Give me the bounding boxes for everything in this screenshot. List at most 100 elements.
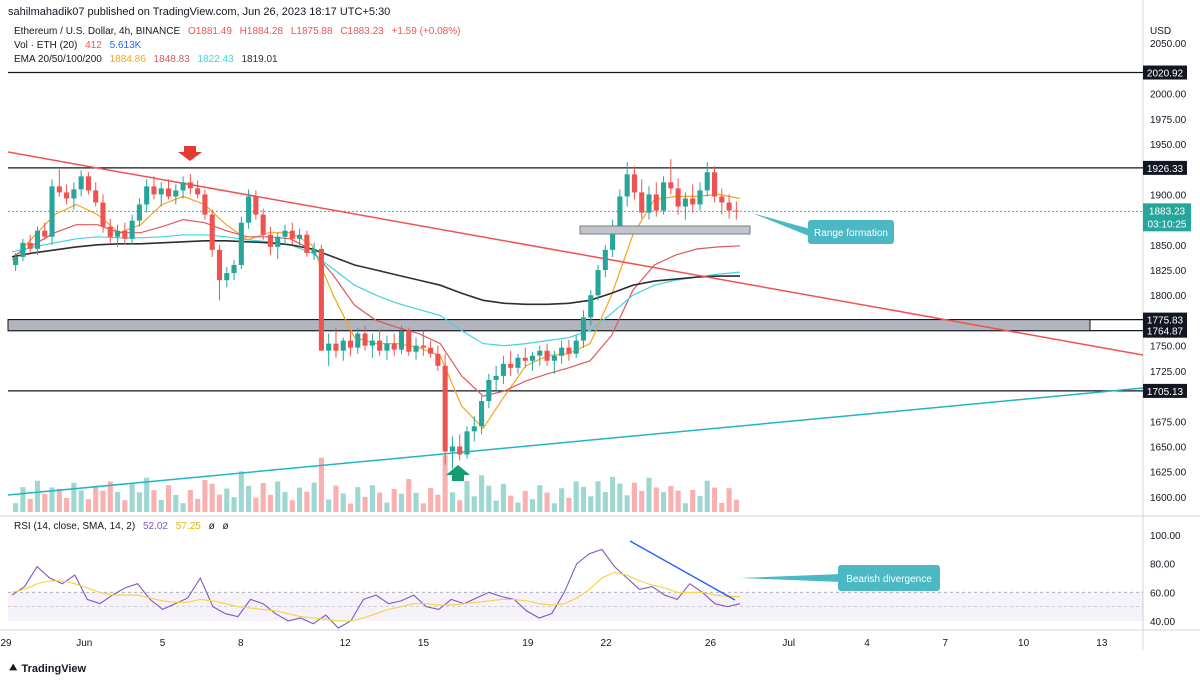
candle-body [100, 202, 106, 227]
candle-body [479, 401, 485, 427]
volume-bar [347, 503, 354, 512]
candle-body [173, 190, 179, 197]
volume-bar [27, 498, 33, 512]
candle-body [690, 198, 696, 205]
price-tick-label: 1675.00 [1150, 417, 1187, 428]
price-tick-label: 1800.00 [1150, 291, 1187, 302]
rsi-ma-value: 57.25 [175, 521, 201, 532]
publisher-header: sahilmahadik07 published on TradingView.… [8, 6, 391, 18]
candle-body [13, 256, 19, 265]
volume-bar [34, 480, 41, 512]
candle-body [34, 230, 41, 249]
volume-bar [238, 471, 244, 512]
volume-bar [282, 491, 288, 512]
volume-bar [297, 487, 303, 512]
candle-body [85, 176, 91, 191]
volume-bar [311, 482, 317, 512]
candle-body [384, 343, 390, 351]
time-tick-label: 26 [705, 638, 717, 649]
candle-body [377, 340, 383, 351]
volume-bar [377, 492, 383, 512]
candle-body [209, 214, 215, 250]
candle-body [297, 234, 303, 239]
tradingview-logo[interactable]: ⯅ TradingView [8, 660, 86, 676]
volume-bar [464, 480, 470, 512]
volume-bar [566, 497, 572, 512]
volume-bar [595, 481, 601, 512]
volume-bar [209, 483, 215, 512]
candle-body [289, 230, 295, 239]
candle-body [129, 220, 135, 239]
candle-body [340, 340, 346, 351]
volume-bar [639, 491, 645, 512]
volume-bar [617, 483, 623, 512]
candlesticks [13, 159, 739, 469]
candle-body [682, 198, 688, 207]
candle-body [653, 194, 659, 211]
level-label: 1764.87 [1147, 327, 1184, 338]
volume-bar [704, 480, 710, 512]
volume-bar [173, 494, 179, 512]
candle-body [500, 363, 506, 376]
volume-bar [471, 496, 477, 512]
price-tick-label: 1650.00 [1150, 442, 1187, 453]
volume-bar [631, 482, 637, 512]
volume-bar [136, 492, 142, 512]
range-box [579, 225, 751, 235]
volume-bar [726, 488, 732, 512]
candle-body [267, 234, 273, 247]
candle-body [144, 186, 150, 205]
candle-body [93, 190, 99, 203]
rsi-value: 52.02 [142, 521, 168, 532]
candle-body [260, 214, 266, 235]
candle-body [522, 357, 528, 361]
volume-bar [56, 488, 62, 512]
legend-rsi-line: RSI (14, close, SMA, 14, 2) 52.02 57.25 … [14, 521, 234, 532]
candle-body [617, 196, 623, 227]
ema200-value: 1819.01 [241, 54, 278, 65]
candle-body [318, 248, 324, 351]
price-tick-label: 1600.00 [1150, 493, 1187, 504]
candle-body [311, 248, 317, 253]
rsi-pane [8, 540, 1143, 629]
volume-bar [100, 490, 106, 512]
legend-symbol-line: Ethereum / U.S. Dollar, 4h, BINANCE O188… [14, 26, 465, 37]
price-unit-label: USD [1150, 26, 1171, 37]
candle-body [697, 190, 703, 205]
ema100-value: 1822.43 [197, 54, 234, 65]
ohlc-close: C1883.23 [340, 26, 384, 37]
volume-bar [49, 487, 55, 512]
candle-body [49, 186, 55, 237]
time-tick-label: Jun [76, 638, 92, 649]
candle-body [704, 172, 710, 191]
ema-label: EMA 20/50/100/200 [14, 54, 102, 65]
time-tick-label: 10 [1018, 638, 1030, 649]
annotations: Range formation Bearish divergence [178, 146, 940, 591]
volume-bar [610, 476, 616, 512]
ema20-value: 1884.86 [109, 54, 146, 65]
legend-ema-line: EMA 20/50/100/200 1884.86 1848.83 1822.4… [14, 54, 283, 65]
candle-body [551, 355, 557, 361]
candle-body [333, 343, 339, 351]
axes: 2050.00 2000.00 1975.00 1950.00 1900.00 1850.… [0, 26, 1186, 649]
time-tick-label: 19 [522, 638, 534, 649]
rsi-line-sma [11, 571, 740, 622]
candle-body [610, 226, 616, 250]
volume-bar [260, 483, 266, 512]
rsi-tick-label: 80.00 [1150, 560, 1175, 571]
price-tick-label: 2050.00 [1150, 39, 1187, 50]
volume-bar [544, 492, 550, 512]
volume-bar [653, 487, 659, 512]
candle-body [631, 174, 637, 193]
candle-body [78, 176, 84, 190]
volume-bar [580, 486, 587, 512]
rsi-tick-label: 60.00 [1150, 588, 1175, 599]
time-tick-label: 22 [601, 638, 613, 649]
price-tick-label: 1950.00 [1150, 140, 1187, 151]
candle-body [224, 273, 230, 281]
candle-body [326, 343, 332, 351]
volume-bar [682, 503, 688, 512]
level-badge [1143, 65, 1187, 80]
candle-body [537, 350, 543, 356]
